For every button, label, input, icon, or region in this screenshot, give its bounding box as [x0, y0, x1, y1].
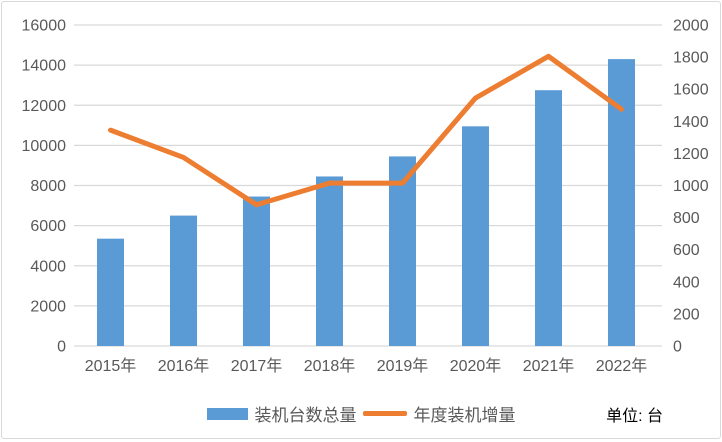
bar	[462, 126, 489, 346]
bar-series-swatch	[206, 407, 248, 420]
bar	[97, 238, 124, 346]
unit-label: 单位: 台	[606, 408, 663, 425]
legend: 装机台数总量 年度装机增量	[2, 401, 720, 426]
line-series-swatch	[362, 411, 407, 416]
line-series-label: 年度装机增量	[413, 406, 516, 425]
right-axis-tick-label: 1600	[673, 82, 709, 99]
x-axis-tick-label: 2018年	[304, 357, 356, 375]
left-axis-tick-label: 6000	[30, 218, 66, 235]
left-axis-tick-label: 2000	[30, 298, 66, 315]
right-axis-tick-label: 200	[673, 306, 700, 323]
bar-series-label: 装机台数总量	[254, 406, 357, 425]
bar	[535, 90, 562, 346]
right-axis-tick-label: 0	[673, 339, 682, 356]
left-axis-tick-label: 12000	[22, 98, 67, 115]
right-axis-tick-label: 400	[673, 274, 700, 291]
right-axis-tick-label: 600	[673, 242, 700, 259]
bar	[243, 196, 270, 346]
left-axis-tick-label: 0	[57, 339, 66, 356]
legend-item-annual-increase: 年度装机增量	[362, 401, 516, 426]
bar	[316, 176, 343, 346]
right-axis-tick-label: 1800	[673, 50, 709, 67]
left-axis-tick-label: 8000	[30, 178, 66, 195]
right-axis-tick-label: 1000	[673, 178, 709, 195]
bar	[170, 215, 197, 346]
right-axis-tick-label: 1400	[673, 114, 709, 131]
x-axis-tick-label: 2017年	[231, 357, 283, 375]
right-axis-tick-label: 800	[673, 210, 700, 227]
right-axis-tick-label: 1200	[673, 146, 709, 163]
line-series	[108, 53, 624, 208]
x-axis-tick-label: 2019年	[377, 357, 429, 375]
x-axis-tick-label: 2015年	[85, 357, 137, 375]
x-axis-tick-label: 2016年	[158, 357, 210, 375]
bar	[389, 156, 416, 346]
left-axis-tick-label: 16000	[22, 18, 67, 35]
x-axis-tick-label: 2020年	[450, 357, 502, 375]
x-axis-tick-label: 2021年	[523, 357, 575, 375]
right-axis-tick-label: 2000	[673, 18, 709, 35]
legend-item-installed-total: 装机台数总量	[206, 401, 357, 426]
left-axis-tick-label: 4000	[30, 258, 66, 275]
left-axis-tick-label: 10000	[22, 138, 67, 155]
x-axis-tick-label: 2022年	[596, 357, 648, 375]
left-axis-tick-label: 14000	[22, 58, 67, 75]
